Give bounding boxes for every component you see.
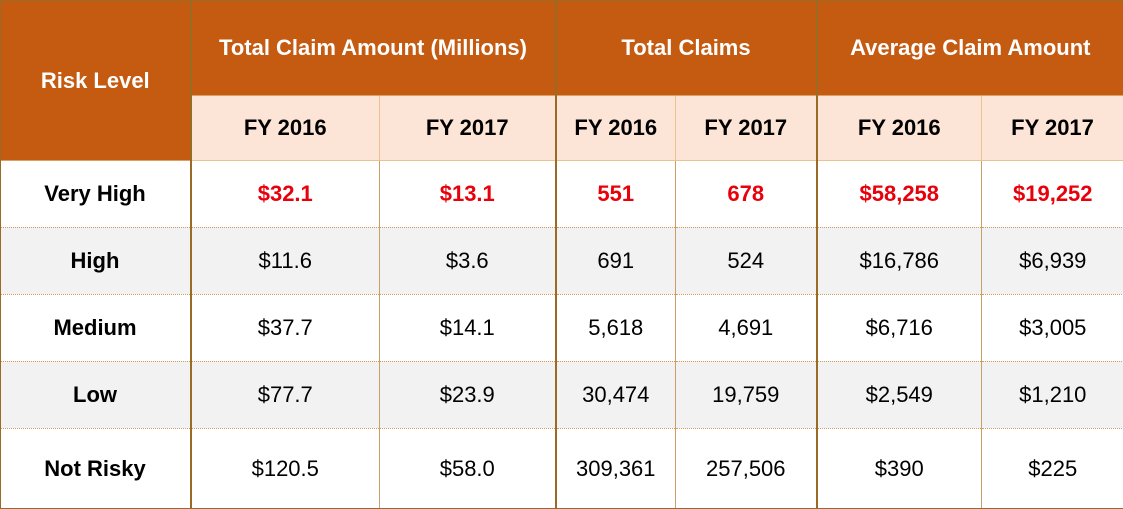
table-cell: 30,474 <box>555 360 676 429</box>
table-cell: 19,759 <box>675 360 818 429</box>
table-cell: 309,361 <box>555 427 676 509</box>
year-header: FY 2016 <box>190 95 380 161</box>
table-cell: 524 <box>675 226 818 295</box>
table-cell: $390 <box>816 427 982 509</box>
table-cell: $23.9 <box>378 360 557 429</box>
table-cell: 551 <box>555 160 676 228</box>
table-cell: 257,506 <box>675 427 818 509</box>
table-cell: $13.1 <box>378 160 557 228</box>
row-label: High <box>0 226 192 295</box>
table-row: High $11.6 $3.6 691 524 $16,786 $6,939 <box>0 226 1123 295</box>
year-header: FY 2017 <box>675 95 818 161</box>
risk-level-header: Risk Level <box>0 0 192 161</box>
group-header-total-claim-amount: Total Claim Amount (Millions) <box>189 0 557 96</box>
table-cell: $1,210 <box>981 360 1123 429</box>
table-cell: $3.6 <box>378 226 557 295</box>
row-label: Medium <box>0 293 192 362</box>
group-header-average-claim-amount: Average Claim Amount <box>816 0 1123 96</box>
table-cell: $2,549 <box>816 360 982 429</box>
table-cell: 691 <box>555 226 676 295</box>
table-cell: $14.1 <box>378 293 557 362</box>
table-row: Not Risky $120.5 $58.0 309,361 257,506 $… <box>0 427 1123 509</box>
table-cell: $58,258 <box>816 160 982 228</box>
table-cell: $58.0 <box>378 427 557 509</box>
table-row: Very High $32.1 $13.1 551 678 $58,258 $1… <box>0 160 1123 228</box>
group-header-total-claims: Total Claims <box>555 0 818 96</box>
year-header: FY 2016 <box>555 95 677 161</box>
table-cell: 5,618 <box>555 293 676 362</box>
table-cell: $37.7 <box>190 293 380 362</box>
table-cell: $6,939 <box>981 226 1123 295</box>
year-header: FY 2017 <box>378 95 557 161</box>
table-cell: 678 <box>675 160 818 228</box>
year-header: FY 2016 <box>816 95 983 161</box>
year-header: FY 2017 <box>981 95 1123 161</box>
row-label: Not Risky <box>0 427 192 509</box>
table-cell: $77.7 <box>190 360 380 429</box>
table-cell: 4,691 <box>675 293 818 362</box>
table-cell: $16,786 <box>816 226 982 295</box>
row-label: Very High <box>0 160 192 228</box>
table-cell: $32.1 <box>190 160 380 228</box>
row-label: Low <box>0 360 192 429</box>
table-cell: $19,252 <box>981 160 1123 228</box>
table-row: Low $77.7 $23.9 30,474 19,759 $2,549 $1,… <box>0 360 1123 429</box>
table-cell: $6,716 <box>816 293 982 362</box>
table-row: Medium $37.7 $14.1 5,618 4,691 $6,716 $3… <box>0 293 1123 362</box>
table-cell: $11.6 <box>190 226 380 295</box>
table-cell: $3,005 <box>981 293 1123 362</box>
table-cell: $225 <box>981 427 1123 509</box>
table-cell: $120.5 <box>190 427 380 509</box>
